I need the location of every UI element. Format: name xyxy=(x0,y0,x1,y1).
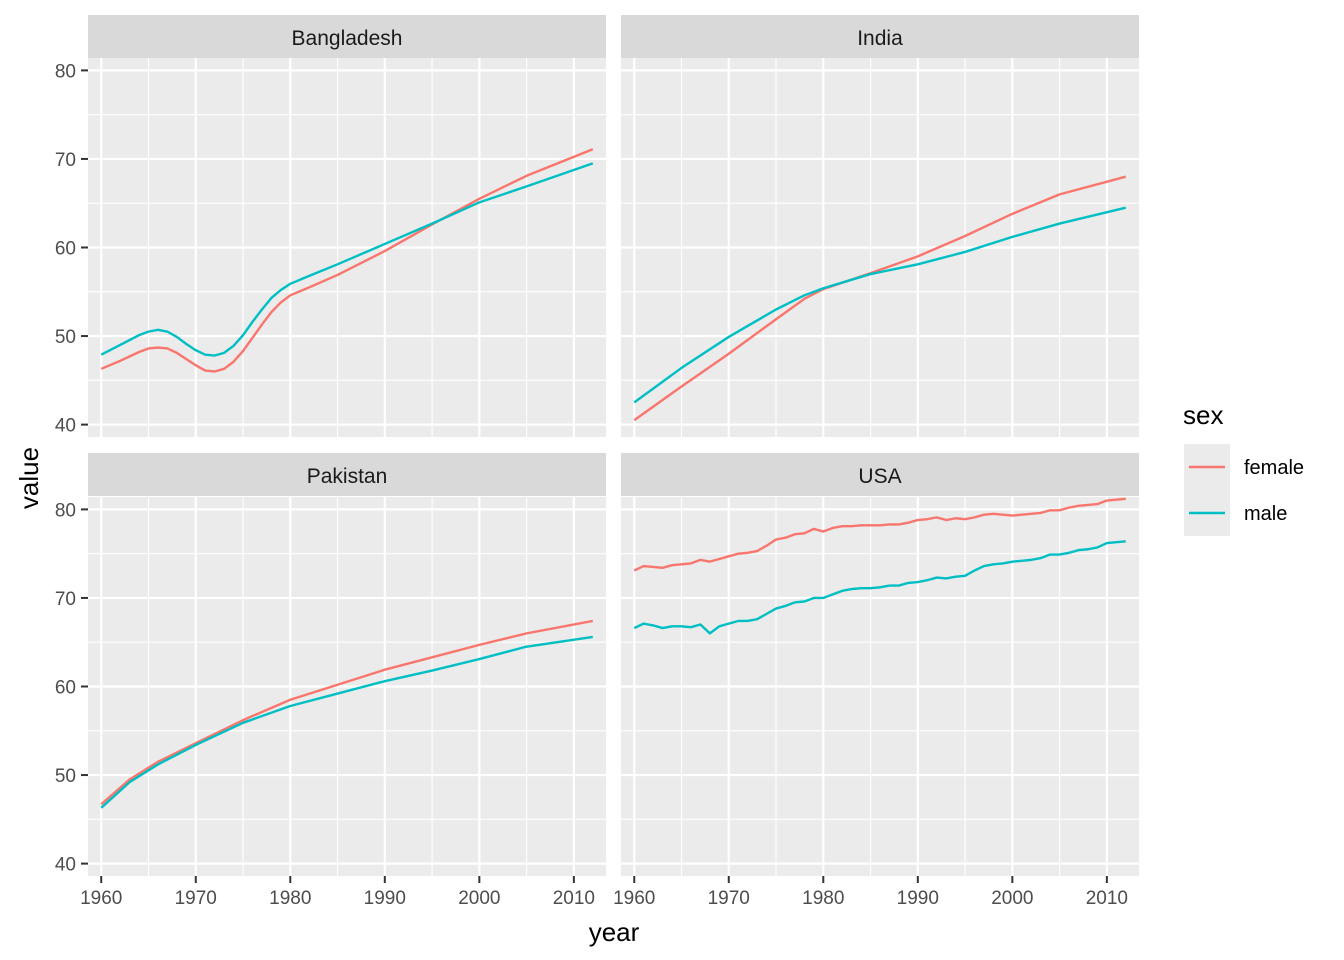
y-tick-label: 60 xyxy=(55,239,76,260)
x-tick-label: 2010 xyxy=(553,888,595,909)
legend-label-female: female xyxy=(1244,457,1304,479)
series-line-pakistan-male xyxy=(100,635,593,809)
strip-usa xyxy=(621,453,1139,496)
x-tick-label: 2000 xyxy=(991,888,1033,909)
x-tick-label: 1990 xyxy=(897,888,939,909)
x-tick-label: 1970 xyxy=(175,888,217,909)
panels-layer: Bangladesh India Pakistan USA xyxy=(88,15,1139,876)
panel-india: India xyxy=(621,15,1139,437)
strip-label-india: India xyxy=(857,27,903,50)
strip-india xyxy=(621,15,1139,58)
strip-label-pakistan: Pakistan xyxy=(307,465,388,488)
legend-title: sex xyxy=(1183,400,1223,430)
series-line-usa-male xyxy=(633,540,1126,635)
x-tick-label: 1970 xyxy=(708,888,750,909)
x-tick-label: 1980 xyxy=(269,888,311,909)
y-tick-label: 50 xyxy=(55,327,76,348)
y-tick-label: 80 xyxy=(55,61,76,82)
y-tick-label: 50 xyxy=(55,766,76,787)
strip-label-bangladesh: Bangladesh xyxy=(292,27,403,50)
x-tick-label: 1960 xyxy=(613,888,655,909)
axes-layer: 40 50 60 70 80 40 50 60 70 80 1960 1970 1980 1990 2000… xyxy=(55,61,1128,909)
series-line-bangladesh-female xyxy=(100,148,594,373)
x-tick-label: 1990 xyxy=(364,888,406,909)
legend-entries: female male xyxy=(1184,444,1304,536)
x-tick-label: 2010 xyxy=(1086,888,1128,909)
panel-bangladesh: Bangladesh xyxy=(88,15,606,437)
legend: sex female male xyxy=(1183,400,1304,536)
y-tick-label: 60 xyxy=(55,678,76,699)
y-tick-label: 70 xyxy=(55,589,76,610)
x-tick-label: 1980 xyxy=(802,888,844,909)
x-tick-label: 2000 xyxy=(458,888,500,909)
y-tick-label: 40 xyxy=(55,855,76,876)
x-axis-title: year xyxy=(589,917,640,947)
x-tick-label: 1960 xyxy=(80,888,122,909)
y-tick-label: 80 xyxy=(55,500,76,521)
strip-label-usa: USA xyxy=(858,465,901,488)
legend-label-male: male xyxy=(1244,503,1287,525)
y-tick-label: 40 xyxy=(55,416,76,437)
panel-usa: USA xyxy=(621,453,1139,876)
series-line-bangladesh-male xyxy=(100,162,594,357)
panel-pakistan: Pakistan xyxy=(88,453,606,876)
y-axis-title: value xyxy=(14,447,44,509)
strip-bangladesh xyxy=(88,15,606,58)
series-line-india-male xyxy=(633,206,1127,404)
strip-pakistan xyxy=(88,453,606,496)
y-tick-label: 70 xyxy=(55,150,76,171)
series-line-usa-female xyxy=(633,497,1126,572)
series-line-pakistan-female xyxy=(100,619,593,806)
